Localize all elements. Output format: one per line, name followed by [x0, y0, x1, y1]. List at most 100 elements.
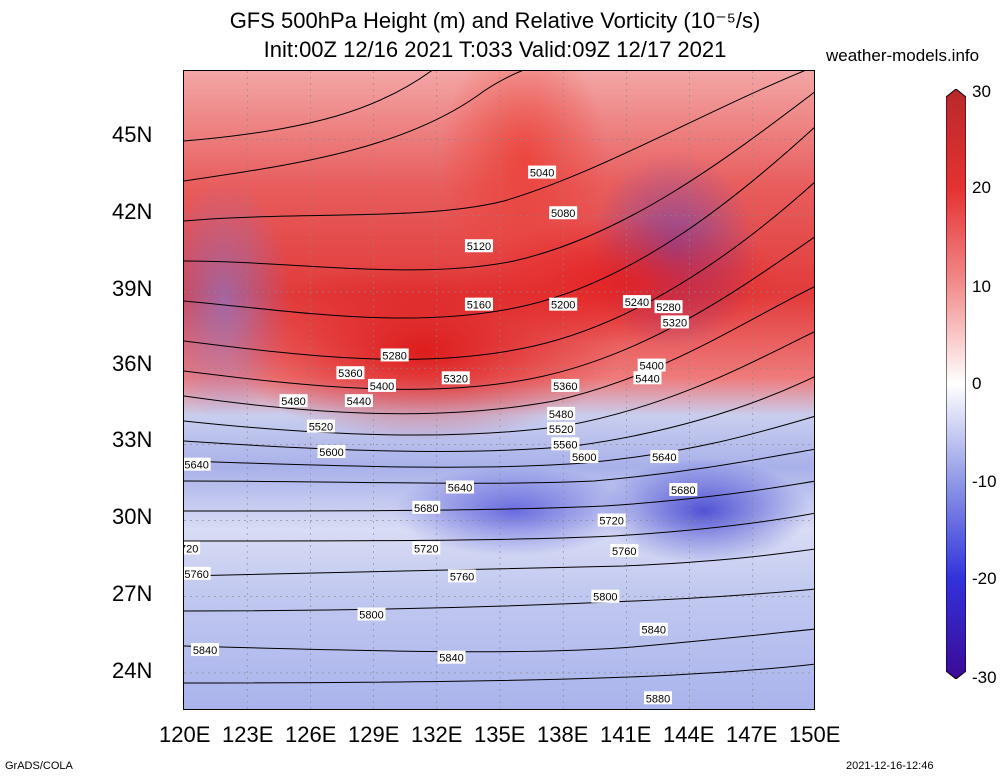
- contour-label-text: 5320: [663, 317, 687, 329]
- contour-label: 5040: [528, 165, 557, 180]
- height-contour-line: [184, 331, 814, 436]
- colorbar-label-0: 0: [972, 374, 982, 393]
- contour-label-text: 5360: [338, 368, 362, 380]
- contour-labels: 5040 5080 5120 5160 5200 5240 5280 5320 5280 5360…: [184, 165, 698, 705]
- contour-label-text: 5720: [414, 543, 438, 555]
- contour-label: 5480: [279, 394, 308, 408]
- contour-label: 5600: [317, 444, 346, 459]
- contour-label-text: 5440: [347, 396, 371, 408]
- contour-label-text: 5520: [309, 422, 333, 434]
- contour-label: 5680: [412, 500, 441, 515]
- contour-label: 5400: [368, 378, 397, 393]
- lon-label-120e: 120E: [159, 722, 211, 747]
- colorbar: [946, 89, 966, 679]
- height-contour-line: [184, 286, 814, 415]
- lon-label-135e: 135E: [474, 722, 526, 747]
- contour-label: 5360: [551, 378, 580, 393]
- contour-label-text: 5760: [184, 569, 208, 581]
- contour-label-text: 5600: [572, 452, 596, 464]
- contour-label-text: 5280: [382, 350, 406, 362]
- contour-label-text: 5880: [646, 693, 670, 705]
- height-contour-line: [184, 182, 814, 360]
- contour-label-text: 5840: [193, 645, 217, 657]
- contour-label: 5720: [412, 541, 441, 555]
- contour-label-text: 5760: [612, 546, 636, 558]
- map-canvas: 5040 5080 5120 5160 5200 5240 5280 5320 5280 5360…: [184, 71, 814, 709]
- height-contour-line: [184, 663, 814, 684]
- lat-label-42n: 42N: [112, 199, 153, 224]
- contour-label: 5400: [637, 358, 666, 373]
- contour-label: 5800: [357, 607, 386, 621]
- contour-label: 5280: [654, 300, 683, 314]
- contour-label: 5760: [448, 569, 477, 583]
- height-contour-line: [184, 236, 814, 390]
- contour-label: 5880: [644, 691, 672, 705]
- contour-label-text: 5200: [551, 300, 575, 312]
- contour-label: 5480: [547, 406, 576, 421]
- lat-label-33n: 33N: [112, 427, 153, 452]
- contour-label: 5120: [464, 239, 493, 253]
- contour-label-text: 5680: [414, 503, 438, 515]
- contour-label-text: 5800: [593, 592, 617, 604]
- lat-label-45n: 45N: [112, 122, 153, 147]
- colorbar-label-30: 30: [972, 82, 991, 101]
- contour-label-text: 5640: [448, 483, 472, 495]
- contour-label: 5720: [597, 513, 626, 528]
- lon-label-138e: 138E: [537, 722, 589, 747]
- height-contour-line: [184, 127, 814, 319]
- contour-label-text: 5120: [467, 241, 491, 253]
- chart-subtitle: Init:00Z 12/16 2021 T:033 Valid:09Z 12/1…: [263, 37, 727, 62]
- contour-label-text: 5160: [467, 300, 491, 312]
- contour-label: 5840: [437, 650, 466, 665]
- map-panel: 5040 5080 5120 5160 5200 5240 5280 5320 5280 5360…: [183, 70, 815, 710]
- contour-label: 5640: [650, 450, 679, 464]
- height-contour-line: [184, 91, 814, 271]
- lat-label-39n: 39N: [112, 276, 153, 301]
- contour-label: 5080: [549, 206, 578, 220]
- height-contour-line: [184, 71, 806, 222]
- colorbar-label-neg20: -20: [972, 569, 997, 588]
- contour-label-text: 5080: [551, 208, 575, 220]
- lon-label-144e: 144E: [663, 722, 715, 747]
- contour-label-text: 5720: [184, 543, 198, 555]
- contour-label-text: 5400: [370, 381, 394, 393]
- contour-label: 5640: [184, 457, 211, 472]
- lat-label-30n: 30N: [112, 504, 153, 529]
- footer-timestamp: 2021-12-16-12:46: [846, 760, 934, 772]
- contour-label: 5280: [380, 348, 409, 362]
- colorbar-label-10: 10: [972, 277, 991, 296]
- graticule: [184, 71, 814, 709]
- contour-label: 5440: [633, 371, 662, 385]
- lat-label-36n: 36N: [112, 351, 153, 376]
- lon-label-123e: 123E: [222, 722, 274, 747]
- contour-label: 5520: [306, 419, 335, 434]
- contour-label-text: 5800: [359, 609, 383, 621]
- lon-label-126e: 126E: [285, 722, 337, 747]
- contour-label-text: 5640: [184, 460, 208, 472]
- contour-label: 5240: [622, 295, 651, 309]
- height-contour-line: [184, 480, 814, 512]
- lon-label-129e: 129E: [348, 722, 400, 747]
- contour-label-text: 5440: [635, 373, 659, 385]
- contour-label: 5680: [669, 483, 698, 497]
- contour-label-text: 5560: [553, 439, 577, 451]
- lon-label-141e: 141E: [600, 722, 652, 747]
- lat-label-27n: 27N: [112, 581, 153, 606]
- contour-label-text: 5360: [553, 381, 577, 393]
- contour-label-text: 5840: [439, 653, 463, 665]
- contour-label: 5760: [610, 544, 639, 558]
- height-contour-line: [184, 448, 814, 484]
- contour-label: 5600: [570, 450, 599, 464]
- contour-label-text: 5520: [549, 424, 573, 436]
- lon-label-147e: 147E: [726, 722, 778, 747]
- height-contour-line: [184, 71, 523, 182]
- contour-label: 5640: [445, 480, 474, 495]
- height-contour-line: [184, 416, 814, 468]
- height-contours: [184, 71, 814, 684]
- contour-label: 5160: [464, 297, 493, 312]
- contour-label: 5520: [547, 422, 576, 436]
- height-contour-line: [184, 548, 814, 577]
- brand-label: weather-models.info: [826, 46, 980, 65]
- contour-label: 5760: [184, 566, 211, 581]
- contour-label-text: 5640: [652, 452, 676, 464]
